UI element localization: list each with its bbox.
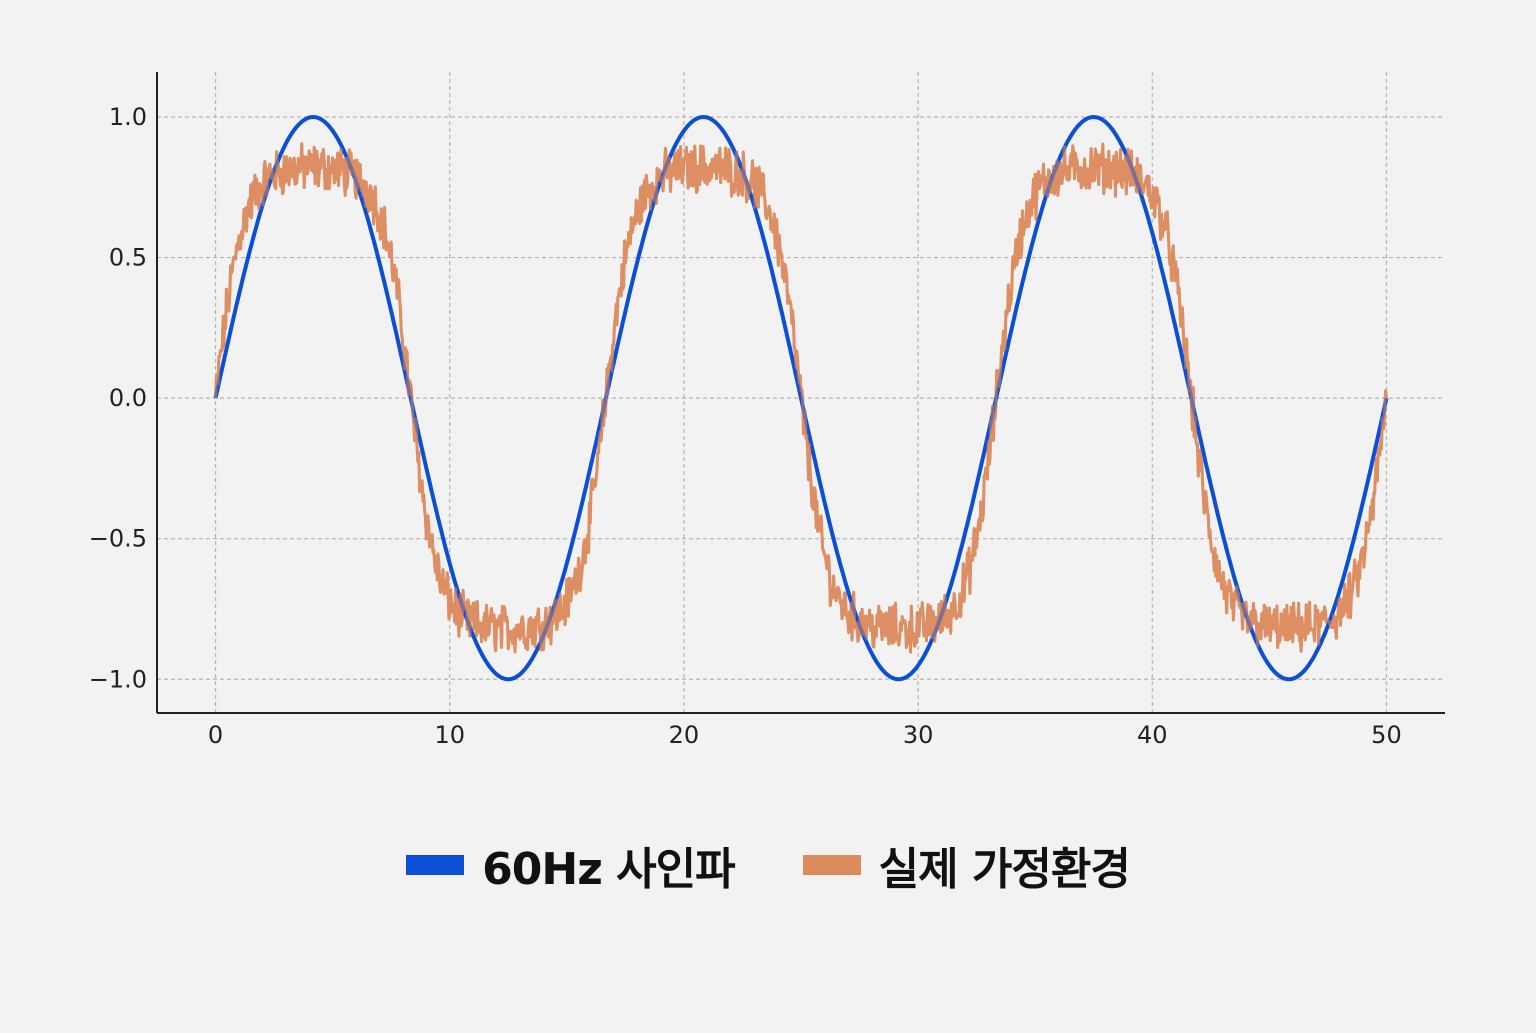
x-tick-label-2: 20 — [669, 721, 700, 749]
axes — [156, 72, 1445, 714]
x-tick-label-0: 0 — [208, 721, 223, 749]
series-line-home-overlay — [214, 142, 1388, 654]
series-layer — [213, 114, 1389, 682]
y-tick-label-2: 0.0 — [109, 384, 147, 412]
x-tick-label-4: 40 — [1137, 721, 1168, 749]
legend-label-home: 실제 가정환경 — [878, 844, 1131, 895]
ticks: 0 10 20 30 40 50 1.0 0.5 0.0 −0.5 −1.0 — [89, 103, 1402, 749]
x-tick-label-3: 30 — [903, 721, 934, 749]
legend-label-sine: 60Hz 사인파 — [482, 844, 735, 895]
y-tick-label-4: −1.0 — [89, 665, 147, 693]
legend-item-sine: 60Hz 사인파 — [406, 833, 736, 897]
x-tick-label-1: 10 — [434, 721, 465, 749]
y-tick-label-3: −0.5 — [89, 525, 147, 553]
legend-swatch-sine — [406, 855, 465, 875]
y-tick-label-1: 0.5 — [109, 244, 147, 272]
legend-item-home: 실제 가정환경 — [802, 833, 1131, 897]
legend: 60Hz 사인파 실제 가정환경 — [0, 830, 1536, 900]
x-tick-label-5: 50 — [1371, 721, 1402, 749]
y-tick-label-0: 1.0 — [109, 103, 147, 131]
legend-swatch-home — [802, 855, 861, 875]
